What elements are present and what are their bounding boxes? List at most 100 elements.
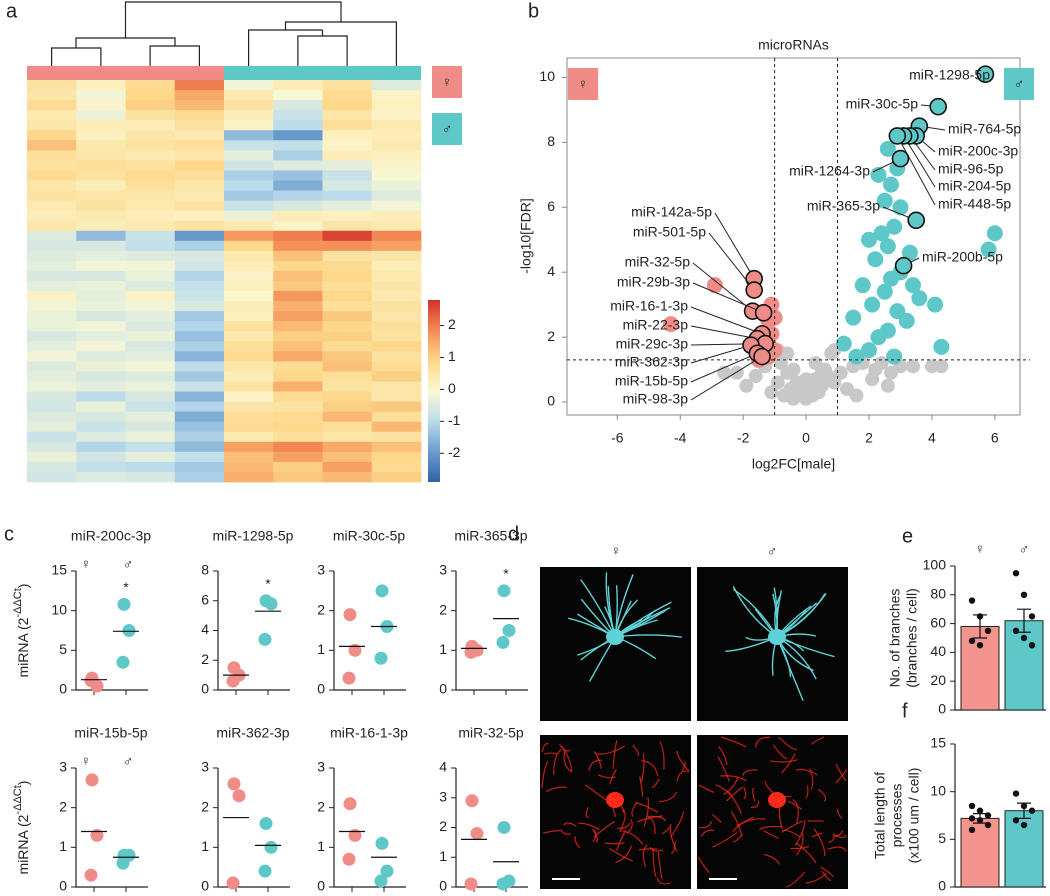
cell-process xyxy=(834,834,847,839)
heat-cell xyxy=(27,260,77,272)
y-tick-label: 2 xyxy=(317,798,325,814)
cell-process xyxy=(821,870,831,882)
heat-cell xyxy=(224,321,274,332)
volcano-point xyxy=(879,238,896,255)
heat-cell xyxy=(224,200,274,212)
heat-cell xyxy=(273,361,323,372)
cell-process xyxy=(621,830,644,845)
heat-cell xyxy=(322,411,373,423)
data-point xyxy=(122,624,136,637)
point-label: miR-22-3p xyxy=(623,317,689,333)
y-tick-label: 15 xyxy=(51,562,67,578)
heat-cell xyxy=(371,411,422,423)
heat-cell xyxy=(76,250,126,262)
cell-process xyxy=(681,761,686,772)
data-point xyxy=(1020,634,1028,642)
heat-cell xyxy=(27,421,77,433)
cell-process xyxy=(837,808,843,820)
heat-cell xyxy=(322,180,373,191)
heat-cell xyxy=(322,260,373,272)
data-point xyxy=(497,584,511,598)
heat-cell xyxy=(273,100,323,111)
heat-cell xyxy=(273,461,323,473)
volcano-point xyxy=(934,359,949,374)
heat-cell xyxy=(76,351,126,362)
data-point xyxy=(232,789,246,803)
heat-cell xyxy=(125,140,176,151)
heat-cell xyxy=(322,100,373,111)
x-tick-label: 2 xyxy=(865,430,873,446)
data-point xyxy=(1028,613,1036,620)
colorbar-tick-label: 2 xyxy=(448,316,456,332)
sex-symbol: ♀ xyxy=(81,556,92,572)
volcano-point xyxy=(880,378,895,393)
heat-cell xyxy=(322,311,373,322)
data-point xyxy=(1028,807,1036,814)
heat-cell xyxy=(174,80,225,91)
labeled-point xyxy=(888,127,907,145)
heat-cell xyxy=(76,220,126,232)
heat-cell xyxy=(371,281,422,292)
heat-cell xyxy=(224,220,274,232)
heat-cell xyxy=(125,421,176,433)
group-key xyxy=(432,66,462,98)
heat-cell xyxy=(273,401,323,413)
volcano-point xyxy=(876,192,893,209)
y-axis-label-part: -ΔΔCt xyxy=(12,588,24,617)
heat-cell xyxy=(322,401,373,413)
volcano-point xyxy=(845,309,862,326)
volcano-point xyxy=(799,372,814,387)
heat-cell xyxy=(76,301,126,312)
x-tick-label: -6 xyxy=(611,430,624,446)
heat-cell xyxy=(27,311,77,322)
micrograph xyxy=(697,735,848,889)
cell-process xyxy=(596,745,626,755)
cell-process xyxy=(669,827,678,852)
heat-cell xyxy=(125,180,176,191)
heat-cell xyxy=(76,110,126,121)
cell-process xyxy=(612,740,618,769)
heat-cell xyxy=(371,471,422,483)
heat-cell xyxy=(174,281,225,292)
axes xyxy=(75,571,148,691)
heat-cell xyxy=(371,140,422,151)
cell-process xyxy=(578,822,600,830)
cell-process xyxy=(671,841,676,854)
y-tick-label: 5 xyxy=(59,641,67,657)
significance: * xyxy=(503,566,509,582)
heat-cell xyxy=(125,371,176,382)
heat-cell xyxy=(322,110,373,121)
y-axis-label: miRNA (2-ΔΔCt) xyxy=(12,781,31,875)
heat-cell xyxy=(273,321,323,332)
heat-cell xyxy=(273,240,323,252)
leader-line xyxy=(714,212,755,279)
heat-cell xyxy=(76,190,126,201)
heat-cell xyxy=(371,120,422,131)
sex-symbol: ♂ xyxy=(123,556,134,572)
data-point xyxy=(976,807,984,814)
heat-cell xyxy=(125,291,176,302)
heat-cell xyxy=(273,371,323,382)
data-point xyxy=(348,643,362,657)
heat-cell xyxy=(27,351,77,362)
data-point xyxy=(1028,642,1036,649)
heat-cell xyxy=(322,230,373,242)
heat-cell xyxy=(322,371,373,382)
cell-process xyxy=(593,751,602,769)
y-tick-label: 80 xyxy=(930,586,946,602)
heat-cell xyxy=(224,451,274,463)
dendrogram xyxy=(51,1,397,66)
data-point xyxy=(1012,570,1020,577)
cell-process xyxy=(725,786,743,802)
panel-label: b xyxy=(528,0,539,22)
heat-cell xyxy=(371,150,422,161)
heat-cell xyxy=(224,381,274,392)
heat-cell xyxy=(174,371,225,382)
heat-cell xyxy=(371,451,422,463)
volcano-point xyxy=(906,359,921,374)
bar xyxy=(960,817,1000,888)
heat-cell xyxy=(371,220,422,232)
colorbar-tick-label: 1 xyxy=(448,348,456,364)
heat-cell xyxy=(224,441,274,453)
data-point xyxy=(1020,591,1028,598)
